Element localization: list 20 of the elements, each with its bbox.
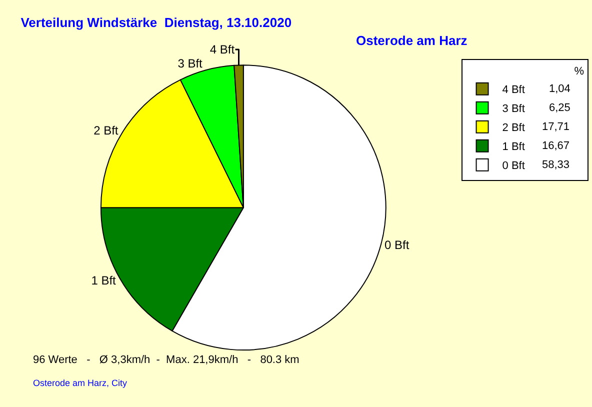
- legend-label: 2 Bft: [502, 122, 525, 134]
- data-label: 16,67: [542, 140, 570, 152]
- legend-label: 1 Bft: [502, 141, 525, 154]
- chart-subtitle: Osterode am Harz: [356, 33, 468, 48]
- data-label: 17,71: [542, 121, 570, 133]
- legend-title: %: [464, 65, 584, 78]
- text: 96 Werte - Ø 3,3km/h - Max. 21,9km/h - 80.3 km: [33, 354, 300, 366]
- data-label: 58,33: [542, 159, 570, 171]
- legend-label: 3 Bft: [502, 103, 525, 116]
- slice-label: 0 Bft: [384, 238, 410, 252]
- slice-label: 2 Bft: [94, 123, 119, 138]
- legend-label: 4 Bft: [502, 84, 525, 96]
- data-label: 1,04: [549, 83, 570, 95]
- legend-label: 0 Bft: [502, 160, 525, 172]
- slice-label: 4 Bft: [210, 42, 236, 56]
- slice-label: 1 Bft: [91, 274, 117, 288]
- slice-label: 3 Bft: [178, 56, 204, 70]
- data-label: 6,25: [549, 102, 570, 114]
- chart-title: Verteilung Windstärke Dienstag, 13.10.2020: [20, 14, 292, 30]
- text: Osterode am Harz, City: [33, 378, 128, 388]
